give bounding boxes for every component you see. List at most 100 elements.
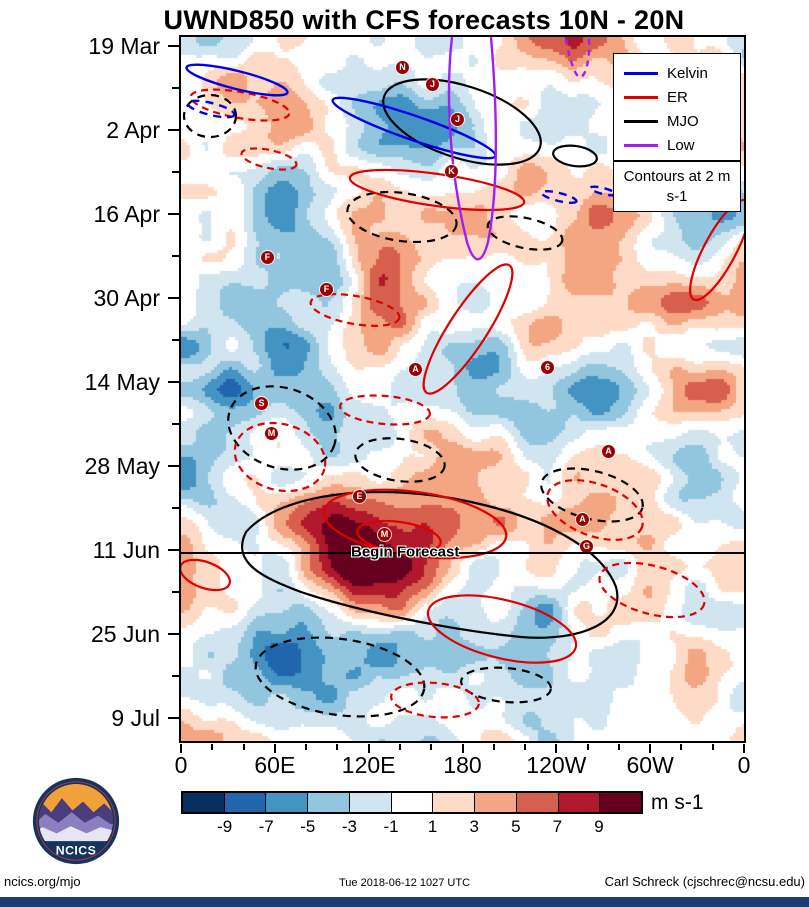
wave-contours-overlay [181,37,744,719]
low-contour-dashed [564,38,591,79]
axis-tick [586,744,589,750]
mjo-contours [182,78,644,718]
axis-tick [172,255,179,257]
colorbar-tick-label: -5 [300,817,316,836]
er-contour [426,594,578,664]
low-contours [447,37,591,261]
er-contour-dashed [390,681,480,719]
er-contour-dashed [309,293,401,327]
legend-item: Kelvin [624,61,730,85]
mjo-contour [240,490,619,639]
storm-markers: N J J K F F A 6 S M E M A A G [181,37,744,741]
storm-marker: M [378,528,391,541]
colorbar-segment [475,793,517,812]
storm-marker: J [451,113,464,126]
axis-tick [168,129,179,131]
colorbar-tick-label: 7 [552,817,563,836]
footer-credit: Carl Schreck (cjschrec@ncsu.edu) [604,874,805,889]
axis-tick [211,744,214,750]
y-tick-label: 16 Apr [93,201,161,227]
legend-item: MJO [624,109,730,133]
er-contour-dashed [240,147,298,171]
legend-item: Low [624,133,730,157]
begin-forecast-line [181,552,744,554]
axis-tick [168,633,179,635]
axis-tick [743,744,745,753]
legend-line [624,119,658,123]
er-contour [689,198,744,302]
colorbar-segment [516,793,559,812]
colorbar-tick-label: 5 [511,817,521,836]
colorbar-tick-label: 9 [594,817,604,836]
colorbar-segment [224,793,267,812]
axis-tick [168,297,179,299]
axis-tick [555,744,558,753]
axis-tick [711,744,714,750]
legend-line [624,71,658,75]
axis-tick [172,171,179,173]
axis-tick [305,744,308,750]
y-tick-label: 30 Apr [93,285,161,311]
y-tick-label: 14 May [84,369,160,395]
axis-tick [168,381,179,383]
axis-tick [398,744,401,750]
er-contour [356,519,442,555]
kelvin-contour-dashed [540,189,578,205]
axis-tick [168,45,179,47]
storm-marker: S [255,397,268,410]
mjo-contour-dashed [346,190,458,244]
colorbar-segment [349,793,392,812]
storm-marker: G [580,540,593,553]
legend-label: ER [667,88,688,106]
x-tick-label: 60E [254,752,296,778]
begin-forecast-label: Begin Forecast [351,543,460,561]
axis-tick [172,591,179,593]
legend-line [624,95,658,99]
axis-tick [461,744,464,753]
y-tick-label: 28 May [84,453,160,479]
y-tick-label: 11 Jun [92,537,160,563]
colorbar-units: m s-1 [651,791,704,814]
mjo-contour-dashed [486,215,564,251]
er-contour-dashed [339,394,431,426]
axis-tick [172,423,179,425]
storm-marker: N [396,61,409,74]
legend: Kelvin ER MJO Low [613,53,741,161]
contour-note: Contours at 2 m s-1 [613,161,741,212]
colorbar-segment [391,793,434,812]
axis-tick [168,465,179,467]
plot-area: N J J K F F A 6 S M E M A A G Begin Forecast Kelvin ER M… [179,35,746,743]
legend-rows: Kelvin ER MJO Low [624,61,730,157]
logo-text: NCICS [56,843,97,857]
kelvin-contour [185,63,289,97]
colorbar-segment [433,793,476,812]
er-contour [322,488,508,560]
storm-marker: F [320,283,333,296]
storm-marker: A [409,363,422,376]
axis-tick [524,744,527,750]
ncics-logo: NCICS [32,777,120,865]
colorbar-tick-label: -1 [383,817,399,836]
legend-label: Low [667,136,695,154]
legend-line [624,143,658,147]
y-tick-label: 2 Apr [106,117,160,143]
colorbar-segment [266,793,309,812]
er-contour-dashed [598,561,706,619]
axis-tick [242,744,245,750]
colorbar-segment [183,793,225,812]
legend-item: ER [624,85,730,109]
x-tick-label: 120E [341,752,396,778]
storm-marker: J [426,78,439,91]
storm-marker: A [602,445,615,458]
logo-ring [36,781,116,861]
legend-label: Kelvin [667,64,708,82]
mjo-contour-dashed [182,93,238,139]
low-contour [447,37,498,261]
x-tick-label: 60W [626,752,674,778]
storm-marker: A [576,513,589,526]
colorbar-segment [600,793,642,812]
chart-title: UWND850 with CFS forecasts 10N - 20N [163,5,685,35]
colorbar-tick-label: 3 [469,817,479,836]
axis-tick [492,744,495,750]
